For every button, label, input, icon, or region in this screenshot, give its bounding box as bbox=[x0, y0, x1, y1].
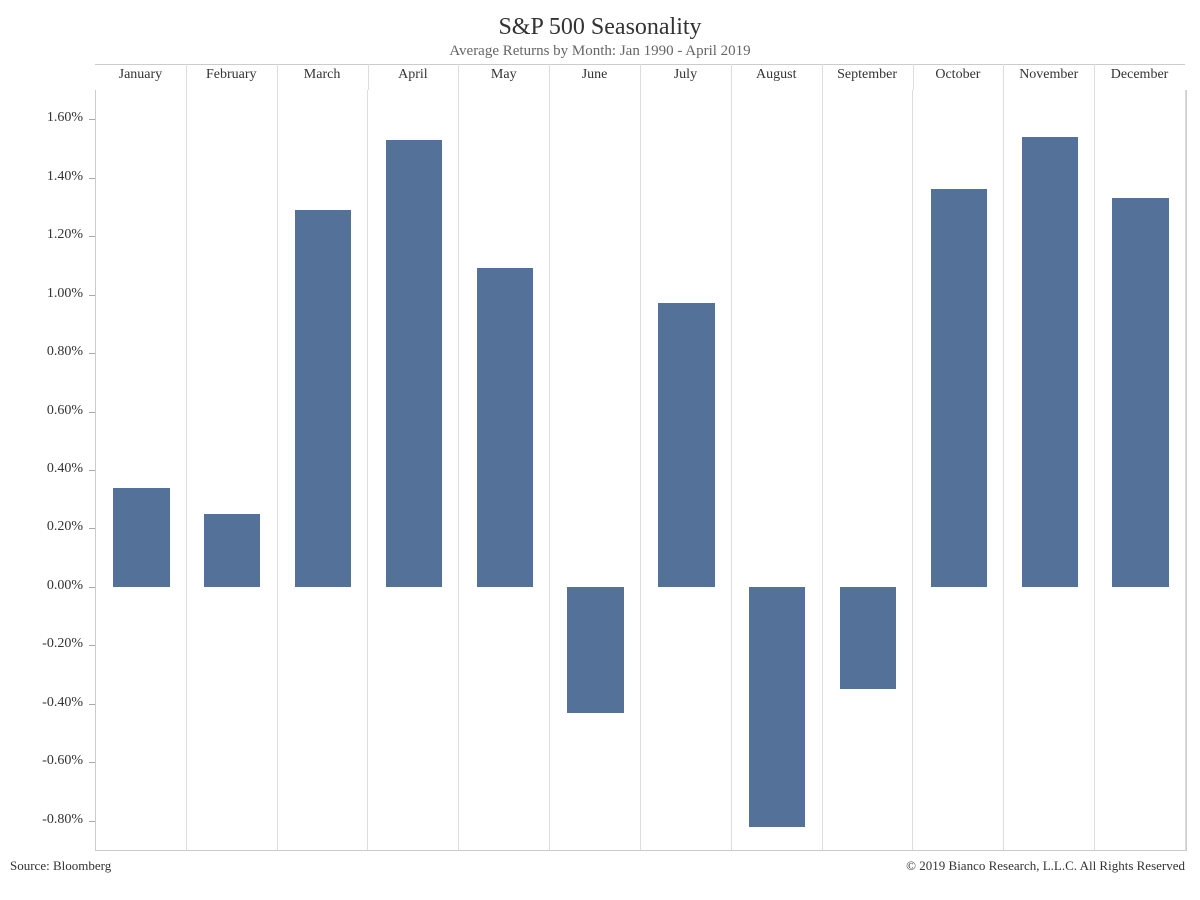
y-tick-mark bbox=[89, 236, 95, 237]
bar bbox=[840, 587, 896, 689]
header-divider bbox=[1094, 64, 1095, 90]
y-tick-label: 0.80% bbox=[0, 344, 83, 360]
month-header: March bbox=[277, 67, 368, 83]
month-header: December bbox=[1094, 67, 1185, 83]
month-header: May bbox=[458, 67, 549, 83]
bar bbox=[931, 189, 987, 587]
bar bbox=[749, 587, 805, 827]
y-tick-label: -0.80% bbox=[0, 812, 83, 828]
y-tick-label: 1.20% bbox=[0, 227, 83, 243]
copyright-text: © 2019 Bianco Research, L.L.C. All Right… bbox=[906, 858, 1185, 874]
header-divider bbox=[822, 64, 823, 90]
y-tick-mark bbox=[89, 645, 95, 646]
source-attribution: Source: Bloomberg bbox=[10, 858, 111, 874]
month-header: October bbox=[913, 67, 1004, 83]
y-tick-mark bbox=[89, 353, 95, 354]
month-header: September bbox=[822, 67, 913, 83]
grid-column bbox=[96, 90, 187, 850]
header-divider bbox=[640, 64, 641, 90]
y-tick-label: -0.60% bbox=[0, 753, 83, 769]
month-header: April bbox=[368, 67, 459, 83]
y-tick-label: 1.00% bbox=[0, 286, 83, 302]
month-header: November bbox=[1003, 67, 1094, 83]
y-tick-mark bbox=[89, 295, 95, 296]
header-divider bbox=[458, 64, 459, 90]
bar bbox=[477, 268, 533, 587]
header-divider bbox=[277, 64, 278, 90]
bar bbox=[295, 210, 351, 587]
y-tick-mark bbox=[89, 178, 95, 179]
bar bbox=[658, 303, 714, 587]
month-header: February bbox=[186, 67, 277, 83]
bar bbox=[1112, 198, 1168, 587]
y-tick-label: 1.60% bbox=[0, 110, 83, 126]
header-divider bbox=[368, 64, 369, 90]
bar bbox=[204, 514, 260, 587]
y-tick-label: -0.40% bbox=[0, 695, 83, 711]
header-divider bbox=[1003, 64, 1004, 90]
bar bbox=[1022, 137, 1078, 587]
month-header: July bbox=[640, 67, 731, 83]
grid-column bbox=[823, 90, 914, 850]
grid-column bbox=[187, 90, 278, 850]
y-tick-label: 0.40% bbox=[0, 461, 83, 477]
y-tick-label: 0.60% bbox=[0, 403, 83, 419]
y-tick-mark bbox=[89, 412, 95, 413]
chart-title: S&P 500 Seasonality bbox=[0, 0, 1200, 41]
header-divider bbox=[913, 64, 914, 90]
month-header: June bbox=[549, 67, 640, 83]
y-tick-label: -0.20% bbox=[0, 636, 83, 652]
plot-area bbox=[95, 90, 1187, 851]
y-tick-mark bbox=[89, 119, 95, 120]
header-divider bbox=[186, 64, 187, 90]
month-header: January bbox=[95, 67, 186, 83]
y-tick-mark bbox=[89, 587, 95, 588]
bar bbox=[567, 587, 623, 713]
header-divider bbox=[731, 64, 732, 90]
y-tick-mark bbox=[89, 704, 95, 705]
y-tick-label: 1.40% bbox=[0, 169, 83, 185]
chart-subtitle: Average Returns by Month: Jan 1990 - Apr… bbox=[0, 43, 1200, 60]
bar bbox=[386, 140, 442, 587]
grid-column bbox=[550, 90, 641, 850]
header-divider bbox=[549, 64, 550, 90]
y-tick-label: 0.00% bbox=[0, 578, 83, 594]
y-tick-mark bbox=[89, 470, 95, 471]
month-header: August bbox=[731, 67, 822, 83]
seasonality-chart: S&P 500 Seasonality Average Returns by M… bbox=[0, 0, 1200, 900]
y-tick-mark bbox=[89, 821, 95, 822]
bar bbox=[113, 488, 169, 587]
y-tick-mark bbox=[89, 762, 95, 763]
y-tick-mark bbox=[89, 528, 95, 529]
y-tick-label: 0.20% bbox=[0, 519, 83, 535]
